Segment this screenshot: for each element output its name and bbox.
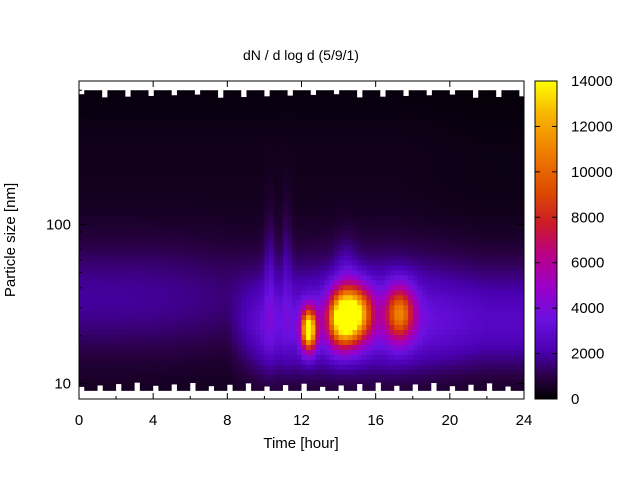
- colorbar-tick-label: 8000: [571, 209, 604, 226]
- colorbar-tick-label: 0: [571, 391, 579, 408]
- x-tick-label: 16: [367, 412, 384, 429]
- chart-title: dN / d log d (5/9/1): [243, 47, 359, 63]
- x-tick-label: 24: [516, 412, 533, 429]
- x-tick-label: 12: [293, 412, 310, 429]
- colorbar-tick-label: 12000: [571, 118, 613, 135]
- colorbar-tick-label: 2000: [571, 346, 604, 363]
- colorbar-tick-label: 4000: [571, 300, 604, 317]
- x-tick-label: 8: [223, 412, 231, 429]
- x-axis-label: Time [hour]: [263, 435, 338, 452]
- colorbar-tick-label: 6000: [571, 255, 604, 272]
- x-tick-label: 4: [149, 412, 157, 429]
- y-tick-label: 10: [54, 376, 71, 393]
- y-axis-label: Particle size [nm]: [2, 183, 19, 297]
- y-axis-ticks: 10 100: [46, 89, 524, 393]
- colorbar: [534, 80, 558, 400]
- colorbar-tick-label: 10000: [571, 164, 613, 181]
- x-axis-ticks: 0 4 8 12 16 20 24: [75, 81, 533, 429]
- colorbar-tick-label: 14000: [571, 73, 613, 90]
- y-tick-label: 100: [46, 217, 71, 234]
- colorbar-ticks: 0 2000 4000 6000 8000 10000 12000 14000: [535, 73, 613, 408]
- heatmap-plot-area: [79, 81, 524, 399]
- x-tick-label: 20: [441, 412, 458, 429]
- x-tick-label: 0: [75, 412, 83, 429]
